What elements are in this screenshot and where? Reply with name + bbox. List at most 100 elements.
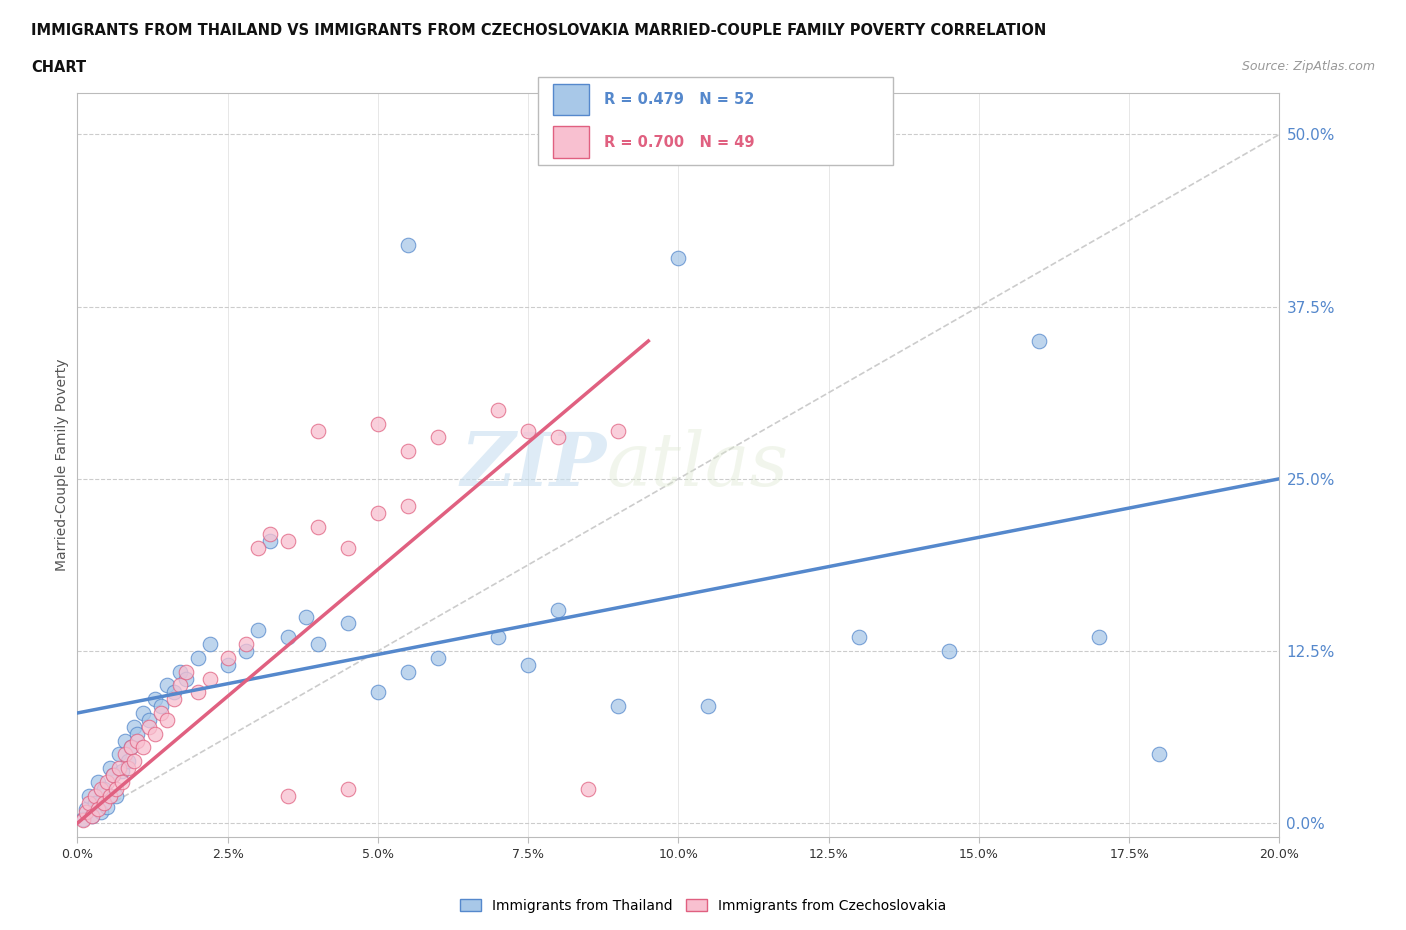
- Point: [367, 417, 389, 432]
- Point: [367, 506, 389, 521]
- Point: [138, 712, 160, 727]
- Point: [246, 540, 269, 555]
- Point: [547, 603, 569, 618]
- Point: [132, 740, 155, 755]
- Point: [72, 812, 94, 827]
- Point: [132, 706, 155, 721]
- Point: [120, 740, 142, 755]
- Bar: [553, 126, 589, 158]
- Point: [93, 795, 115, 810]
- Point: [217, 650, 239, 665]
- Point: [486, 630, 509, 644]
- Point: [277, 533, 299, 548]
- Point: [1028, 334, 1050, 349]
- Text: CHART: CHART: [31, 60, 86, 75]
- FancyBboxPatch shape: [538, 77, 893, 165]
- Y-axis label: Married-Couple Family Poverty: Married-Couple Family Poverty: [55, 359, 69, 571]
- Point: [1149, 747, 1171, 762]
- Point: [162, 684, 184, 699]
- Text: R = 0.479   N = 52: R = 0.479 N = 52: [603, 92, 754, 107]
- Point: [187, 684, 209, 699]
- Point: [396, 498, 419, 513]
- Legend: Immigrants from Thailand, Immigrants from Czechoslovakia: Immigrants from Thailand, Immigrants fro…: [454, 894, 952, 919]
- Point: [87, 775, 110, 790]
- Point: [145, 692, 167, 707]
- Point: [576, 781, 599, 796]
- Point: [277, 630, 299, 644]
- Point: [336, 540, 359, 555]
- Point: [486, 403, 509, 418]
- Point: [127, 733, 149, 748]
- Point: [187, 650, 209, 665]
- Point: [93, 781, 115, 796]
- Point: [198, 637, 221, 652]
- Point: [235, 644, 257, 658]
- Point: [547, 430, 569, 445]
- Point: [938, 644, 960, 658]
- Point: [138, 719, 160, 734]
- Point: [82, 809, 104, 824]
- Point: [307, 637, 329, 652]
- Point: [75, 804, 97, 819]
- Point: [198, 671, 221, 686]
- Point: [396, 444, 419, 458]
- Point: [174, 671, 197, 686]
- Point: [105, 789, 128, 804]
- Point: [103, 767, 125, 782]
- Point: [174, 664, 197, 679]
- Point: [124, 719, 146, 734]
- Text: ZIP: ZIP: [460, 429, 606, 501]
- Point: [75, 802, 97, 817]
- Point: [103, 767, 125, 782]
- Point: [607, 698, 630, 713]
- Point: [145, 726, 167, 741]
- Point: [336, 616, 359, 631]
- Point: [108, 761, 131, 776]
- Point: [396, 664, 419, 679]
- Point: [111, 764, 134, 778]
- Point: [517, 658, 540, 672]
- Point: [307, 423, 329, 438]
- Text: R = 0.700   N = 49: R = 0.700 N = 49: [603, 135, 754, 150]
- Point: [607, 423, 630, 438]
- Bar: [553, 84, 589, 115]
- Point: [82, 809, 104, 824]
- Point: [72, 813, 94, 828]
- Text: Source: ZipAtlas.com: Source: ZipAtlas.com: [1241, 60, 1375, 73]
- Point: [114, 733, 136, 748]
- Point: [169, 678, 191, 693]
- Point: [336, 781, 359, 796]
- Point: [848, 630, 870, 644]
- Point: [114, 747, 136, 762]
- Point: [259, 526, 281, 541]
- Point: [90, 804, 112, 819]
- Point: [150, 706, 173, 721]
- Point: [100, 789, 122, 804]
- Text: IMMIGRANTS FROM THAILAND VS IMMIGRANTS FROM CZECHOSLOVAKIA MARRIED-COUPLE FAMILY: IMMIGRANTS FROM THAILAND VS IMMIGRANTS F…: [31, 23, 1046, 38]
- Point: [84, 789, 107, 804]
- Point: [517, 423, 540, 438]
- Point: [246, 623, 269, 638]
- Point: [84, 795, 107, 810]
- Point: [108, 747, 131, 762]
- Point: [117, 754, 139, 769]
- Point: [96, 775, 118, 790]
- Point: [217, 658, 239, 672]
- Point: [111, 775, 134, 790]
- Point: [124, 754, 146, 769]
- Point: [427, 650, 450, 665]
- Point: [307, 520, 329, 535]
- Point: [156, 712, 179, 727]
- Point: [235, 637, 257, 652]
- Point: [1088, 630, 1111, 644]
- Point: [277, 789, 299, 804]
- Point: [697, 698, 720, 713]
- Point: [79, 789, 101, 804]
- Point: [105, 781, 128, 796]
- Point: [90, 781, 112, 796]
- Point: [156, 678, 179, 693]
- Point: [117, 761, 139, 776]
- Point: [427, 430, 450, 445]
- Point: [367, 684, 389, 699]
- Point: [668, 251, 690, 266]
